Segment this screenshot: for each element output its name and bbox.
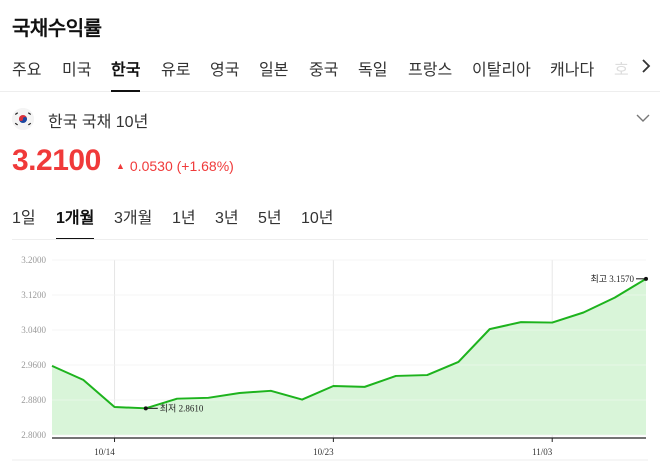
page-title: 국채수익률	[12, 18, 102, 40]
tab-country[interactable]: 한국	[111, 56, 141, 92]
quote: 3.2100 ▲ 0.0530 (+1.68%)	[12, 144, 652, 184]
tab-country[interactable]: 프랑스	[408, 62, 453, 79]
y-tick-label: 2.8800	[21, 395, 46, 405]
tab-period[interactable]: 3년	[215, 210, 239, 227]
min-annotation: 최저 2.8610	[160, 403, 204, 413]
chevron-right-icon[interactable]	[640, 58, 652, 74]
chevron-down-icon[interactable]	[636, 110, 650, 128]
tab-country[interactable]: 호	[614, 62, 629, 79]
y-tick-label: 2.9600	[21, 360, 46, 370]
tab-period[interactable]: 3개월	[114, 210, 153, 227]
tab-country[interactable]: 중국	[309, 62, 339, 79]
yield-chart[interactable]: 3.2000 3.1200 3.0400 2.9600 2.8800 2.8000 10/1…	[0, 244, 660, 462]
tab-country[interactable]: 이탈리아	[472, 62, 531, 79]
tab-country[interactable]: 미국	[62, 62, 92, 79]
bond-selector[interactable]: 한국 국채 10년	[12, 106, 652, 132]
price-change: ▲ 0.0530 (+1.68%)	[116, 158, 234, 174]
bond-name: 한국 국채 10년	[48, 114, 149, 131]
korea-flag-icon	[12, 108, 34, 130]
country-tabs: 주요 미국 한국 유로 영국 일본 중국 독일 프랑스 이탈리아 캐나다 호	[0, 52, 660, 92]
x-tick-label: 10/14	[94, 447, 115, 457]
current-price: 3.2100	[12, 144, 101, 177]
tab-country[interactable]: 일본	[259, 62, 289, 79]
tab-period[interactable]: 5년	[258, 210, 282, 227]
tab-period[interactable]: 10년	[301, 210, 334, 227]
change-value: 0.0530 (+1.68%)	[129, 158, 234, 174]
tab-period[interactable]: 1개월	[56, 204, 95, 240]
max-annotation: 최고 3.1570	[590, 274, 634, 284]
tab-period[interactable]: 1년	[172, 210, 196, 227]
tab-country[interactable]: 독일	[358, 62, 388, 79]
tab-country[interactable]: 캐나다	[550, 62, 595, 79]
y-tick-label: 2.8000	[21, 430, 46, 440]
y-tick-label: 3.1200	[21, 290, 46, 300]
divider	[12, 239, 648, 240]
y-tick-label: 3.0400	[21, 325, 46, 335]
x-tick-label: 10/23	[313, 447, 334, 457]
triangle-up-icon: ▲	[116, 161, 125, 171]
tab-country[interactable]: 유로	[161, 62, 191, 79]
tab-country[interactable]: 주요	[12, 62, 42, 79]
x-tick-label: 11/03	[532, 447, 553, 457]
tab-country[interactable]: 영국	[210, 62, 240, 79]
tab-period[interactable]: 1일	[12, 210, 36, 227]
period-tabs: 1일 1개월 3개월 1년 3년 5년 10년	[0, 200, 660, 240]
y-tick-label: 3.2000	[21, 255, 46, 265]
